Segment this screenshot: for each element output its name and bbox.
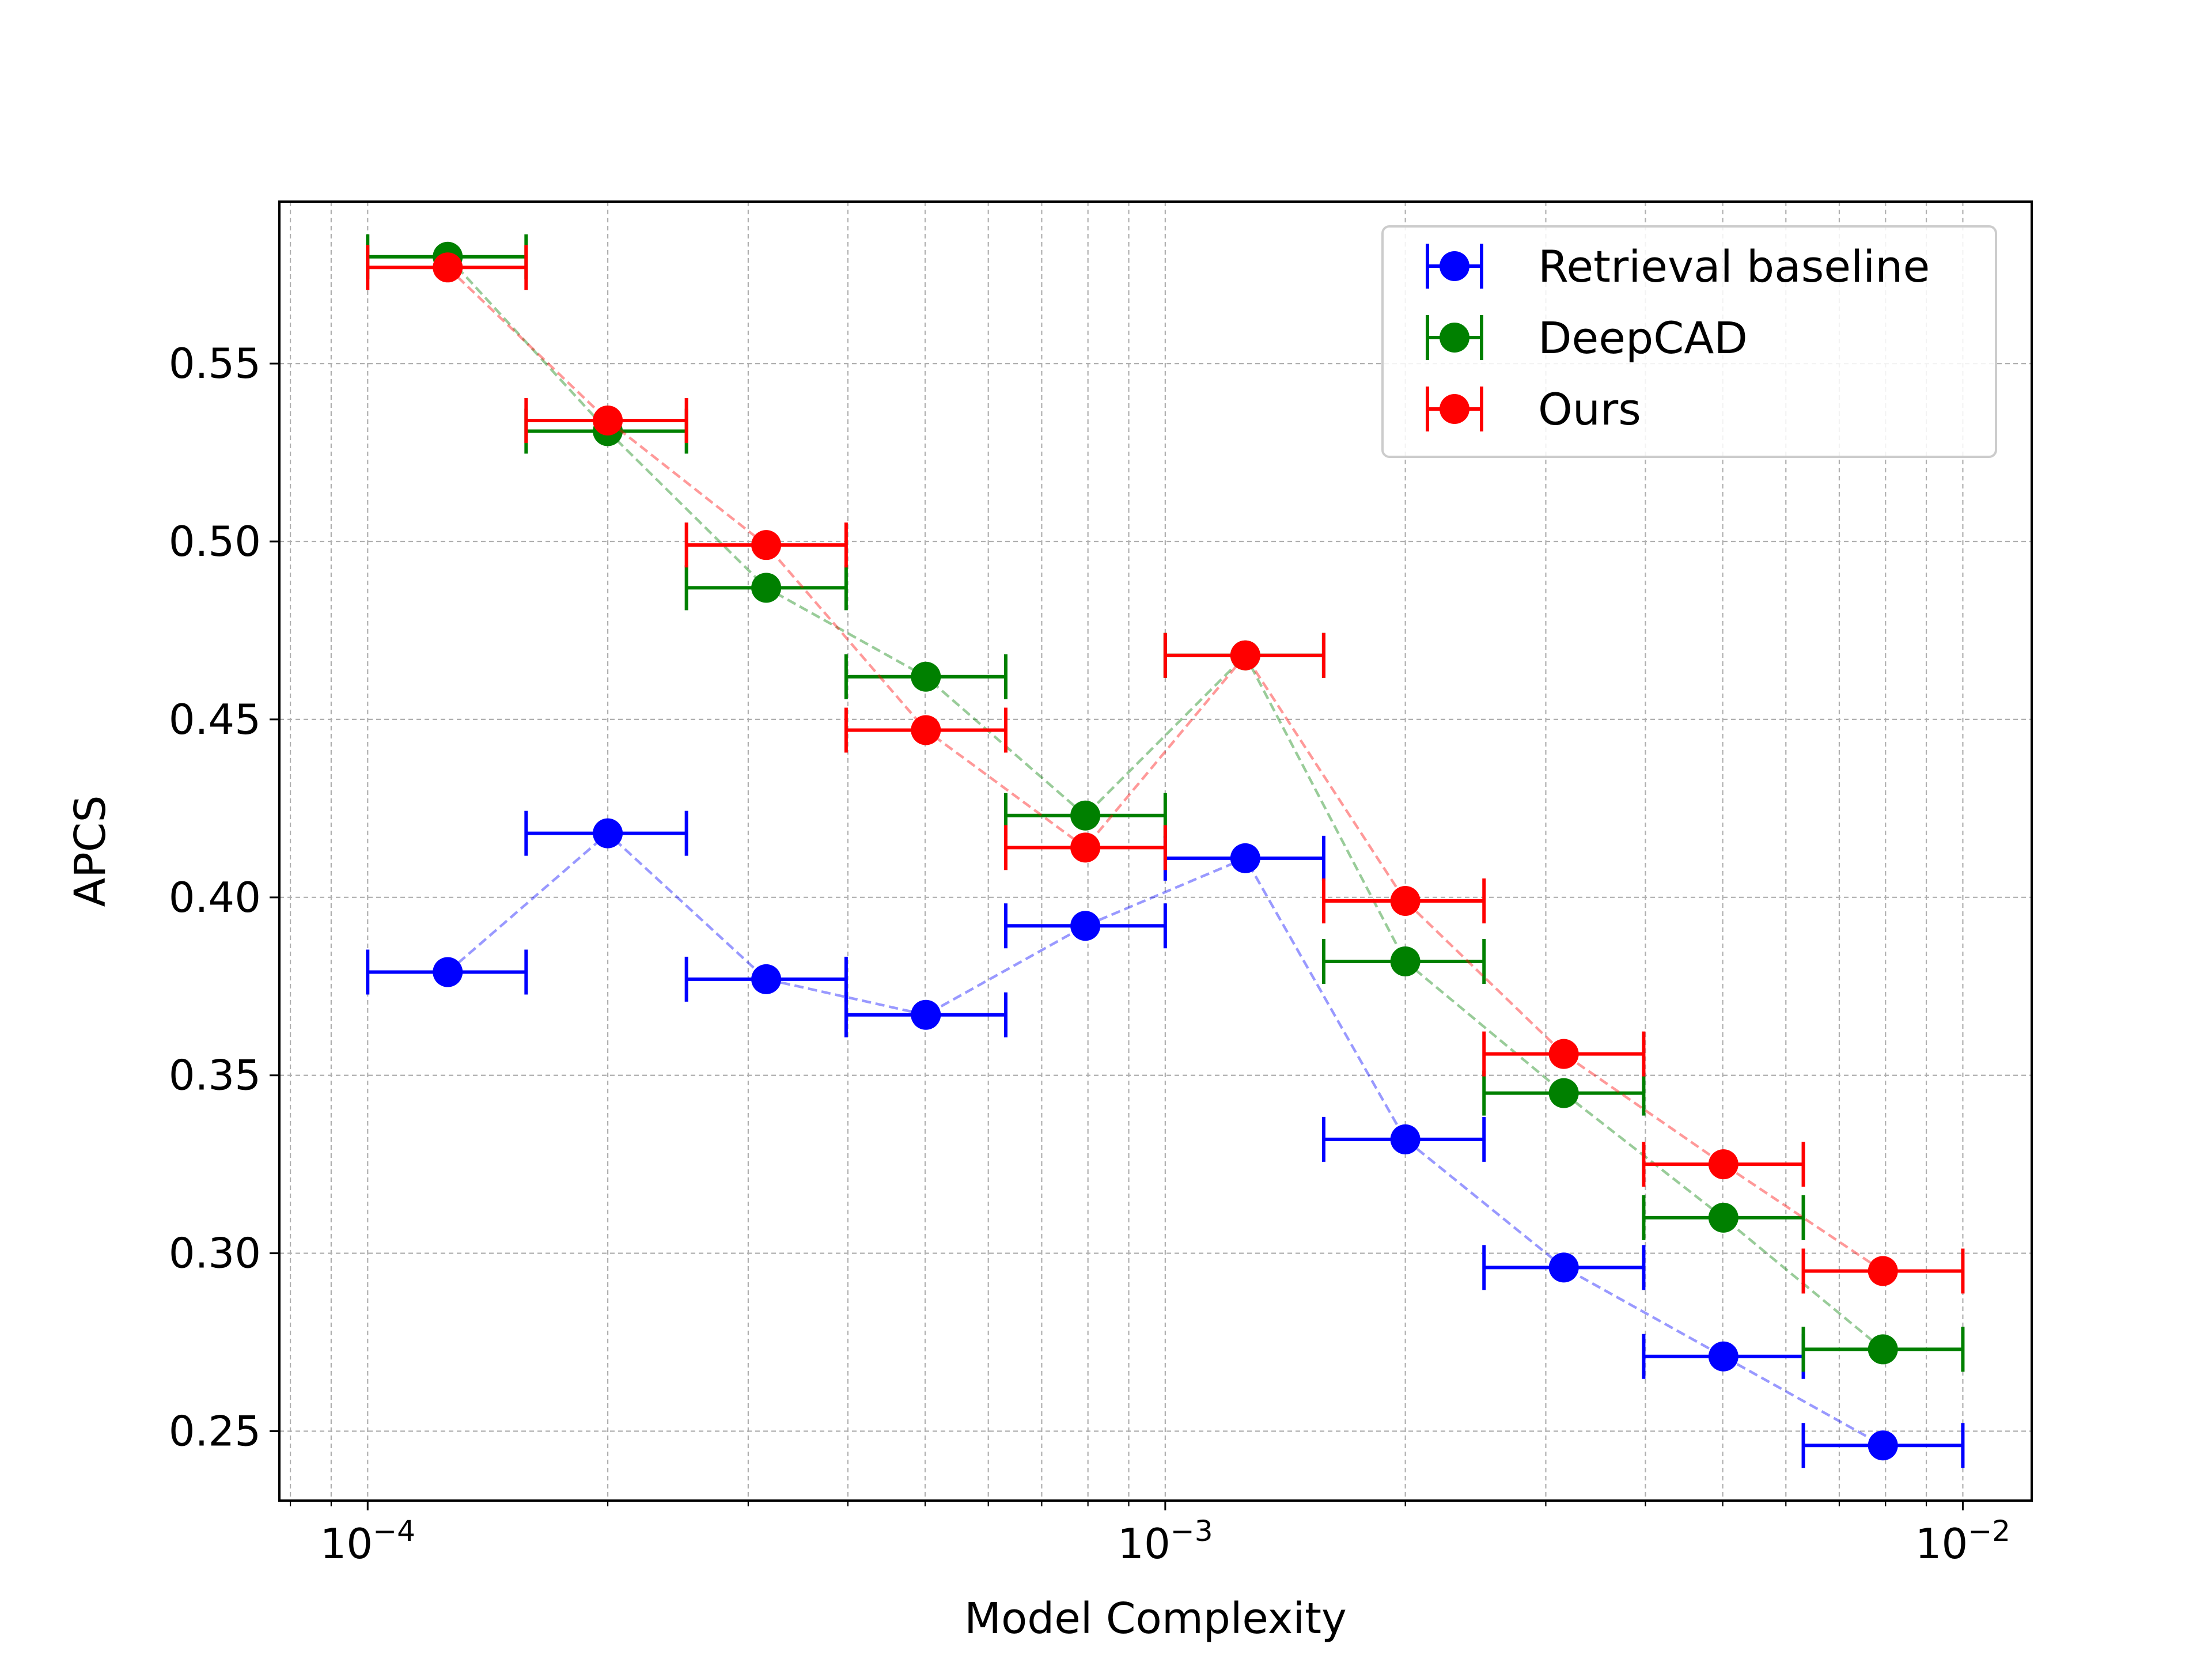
data-point-ours (1230, 640, 1260, 671)
y-tick-label: 0.30 (169, 1229, 261, 1278)
data-point-ours (433, 252, 463, 283)
data-point-retrieval-baseline (593, 818, 623, 849)
x-axis-label: Model Complexity (964, 1594, 1347, 1643)
series-line-retrieval-baseline (446, 831, 1884, 1447)
y-tick-label: 0.35 (169, 1051, 261, 1100)
x-tick-label: 10−3 (1118, 1514, 1213, 1568)
series-ours (366, 245, 1965, 1294)
plot-series (366, 234, 1965, 1468)
data-point-ours (1390, 885, 1421, 916)
data-point-retrieval-baseline (1708, 1341, 1738, 1372)
legend-label-deepcad: DeepCAD (1538, 312, 1748, 363)
data-point-ours (1708, 1149, 1738, 1180)
data-point-ours (1070, 832, 1101, 863)
data-point-deepcad (1390, 946, 1421, 977)
x-tick-label: 10−4 (320, 1514, 415, 1568)
data-point-deepcad (1548, 1078, 1579, 1108)
y-tick-label: 0.40 (169, 873, 261, 922)
data-point-ours (1868, 1256, 1898, 1286)
data-point-ours (593, 405, 623, 435)
axis-ticks: 10−4 10−3 10−2 0.25 0.30 0.35 0.40 0.45 0.50 0.55 (169, 339, 2010, 1568)
y-axis-label: APCS (66, 796, 115, 907)
legend-marker-retrieval-baseline (1440, 251, 1469, 281)
data-point-deepcad (1070, 800, 1101, 831)
y-tick-label: 0.55 (169, 339, 261, 388)
legend-label-retrieval-baseline: Retrieval baseline (1538, 241, 1930, 292)
legend-box (1381, 225, 1997, 458)
data-point-deepcad (1708, 1202, 1738, 1233)
data-point-ours (1548, 1039, 1579, 1069)
data-point-retrieval-baseline (911, 999, 941, 1030)
y-tick-label: 0.45 (169, 695, 261, 744)
data-point-deepcad (751, 573, 782, 603)
legend-marker-ours (1440, 394, 1469, 424)
data-point-ours (911, 715, 941, 745)
data-point-retrieval-baseline (1868, 1430, 1898, 1461)
x-tick-label: 10−2 (1915, 1514, 2010, 1568)
legend-label-ours: Ours (1538, 384, 1641, 435)
series-line-ours (446, 266, 1884, 1272)
data-point-retrieval-baseline (1070, 911, 1101, 941)
data-point-deepcad (911, 661, 941, 692)
y-tick-label: 0.25 (169, 1407, 261, 1456)
y-tick-label: 0.50 (169, 517, 261, 566)
data-point-deepcad (1868, 1334, 1898, 1365)
legend: Retrieval baseline DeepCAD Ours (1381, 225, 1997, 458)
legend-marker-deepcad (1440, 323, 1469, 353)
data-point-retrieval-baseline (751, 964, 782, 994)
data-point-retrieval-baseline (1390, 1124, 1421, 1154)
data-point-retrieval-baseline (433, 957, 463, 987)
series-retrieval-baseline (366, 810, 1965, 1468)
plot-frame (278, 200, 2033, 1502)
data-point-ours (751, 530, 782, 560)
data-point-retrieval-baseline (1230, 843, 1260, 873)
data-point-retrieval-baseline (1548, 1252, 1579, 1283)
